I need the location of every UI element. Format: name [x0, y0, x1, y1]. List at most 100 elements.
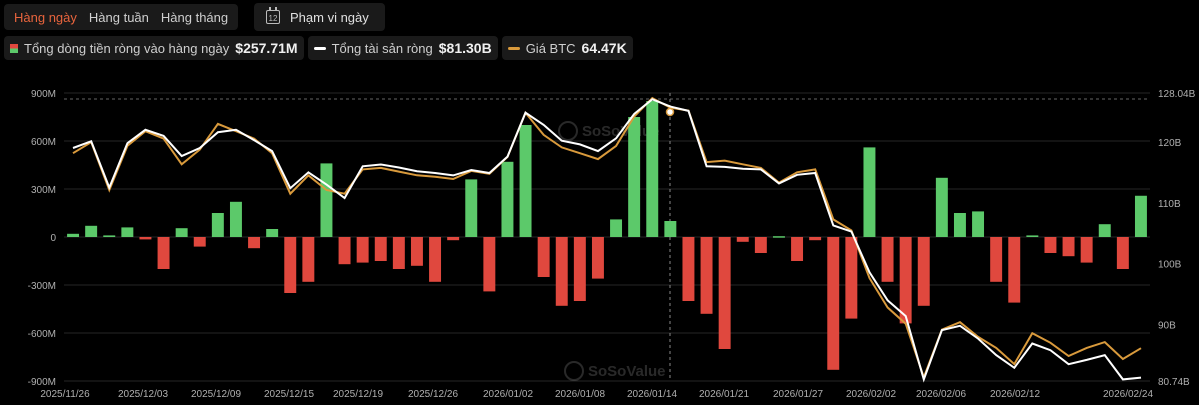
- x-tick-label: 2025/12/09: [191, 389, 241, 400]
- flow-bar: [1134, 195, 1147, 237]
- flow-bar: [736, 237, 749, 242]
- flow-bar: [537, 237, 550, 277]
- flow-bar: [664, 221, 677, 237]
- calendar-icon: 12: [266, 7, 280, 24]
- flow-bar: [953, 213, 966, 237]
- x-tick-label: 2026/02/06: [916, 389, 966, 400]
- y-left-tick-label: -600M: [28, 329, 56, 340]
- flow-bar: [211, 213, 224, 237]
- bar-swatch-icon: [10, 43, 18, 53]
- x-tick-label: 2026/01/02: [483, 389, 533, 400]
- y-right-tick-label: 110B: [1158, 199, 1181, 210]
- x-tick-label: 2026/01/08: [555, 389, 605, 400]
- x-tick-label: 2026/01/14: [627, 389, 677, 400]
- axes: 900M 600M 300M 0 -300M -600M -900M 128.04B 120B 1…: [28, 89, 1196, 400]
- watermark: SoSoValue: [558, 121, 660, 141]
- flow-bar: [229, 201, 242, 237]
- flow-bar: [103, 235, 116, 237]
- y-left-tick-label: 0: [50, 233, 56, 244]
- flow-bar: [193, 237, 206, 247]
- flow-bar: [248, 237, 261, 249]
- logo-icon: [564, 361, 584, 381]
- flow-bar: [157, 237, 170, 269]
- date-range-label: Phạm vi ngày: [290, 9, 369, 25]
- flow-bar: [682, 237, 695, 301]
- flow-bar: [972, 211, 985, 237]
- flow-bar: [465, 179, 478, 237]
- flow-bar: [374, 237, 387, 261]
- flow-bar: [863, 147, 876, 237]
- flow-bar: [483, 237, 496, 292]
- flow-bar: [1098, 224, 1111, 237]
- y-right-tick-label: 100B: [1158, 260, 1182, 271]
- y-right-tick-label: 120B: [1158, 138, 1182, 149]
- flow-bar: [1080, 237, 1093, 263]
- flow-bar: [175, 228, 188, 237]
- flow-bar: [573, 237, 586, 301]
- x-tick-label: 2025/12/19: [333, 389, 383, 400]
- flow-bar: [555, 237, 568, 306]
- flow-bar: [700, 237, 713, 314]
- flow-bar: [990, 237, 1003, 282]
- hover-marker: [665, 107, 675, 117]
- y-right-tick-label: 90B: [1158, 321, 1176, 332]
- y-right-tick-label: 80.74B: [1158, 377, 1190, 388]
- tab-weekly[interactable]: Hàng tuần: [88, 9, 149, 25]
- flow-bar: [338, 237, 351, 265]
- flow-bar: [845, 237, 858, 319]
- net-assets-line: [72, 98, 1142, 383]
- flow-bar: [139, 237, 152, 240]
- flow-bar: [917, 237, 930, 306]
- lines: [72, 96, 1142, 383]
- flow-bar: [356, 237, 369, 263]
- flow-bar: [591, 237, 604, 279]
- legend-value: $81.30B: [438, 40, 492, 56]
- legend-btc-price[interactable]: Giá BTC 64.47K: [501, 36, 633, 60]
- flow-bar: [519, 125, 532, 237]
- flow-bar: [899, 237, 912, 324]
- flow-bar: [429, 237, 442, 282]
- line-swatch-icon: [507, 46, 520, 50]
- flow-bar: [1116, 237, 1129, 269]
- flow-bar: [881, 237, 894, 282]
- x-tick-label: 2026/02/24: [1103, 389, 1153, 400]
- x-tick-label: 2026/01/27: [773, 389, 823, 400]
- y-right-tick-label: 128.04B: [1158, 89, 1196, 100]
- grid: [64, 92, 1150, 382]
- watermark: SoSoValue: [564, 361, 666, 381]
- x-tick-label: 2026/01/21: [699, 389, 749, 400]
- flow-bar: [410, 237, 423, 266]
- tab-monthly[interactable]: Hàng tháng: [160, 9, 229, 25]
- flow-bar: [809, 237, 822, 241]
- flow-bar: [284, 237, 297, 293]
- flow-bar: [85, 225, 98, 237]
- chart-legend: Tổng dòng tiền ròng vào hàng ngày $257.7…: [4, 36, 633, 60]
- bars: [67, 101, 1147, 370]
- legend-value: $257.71M: [235, 40, 298, 56]
- x-tick-label: 2025/12/26: [408, 389, 458, 400]
- y-left-tick-label: 900M: [31, 89, 56, 100]
- flow-bar: [610, 219, 623, 237]
- legend-total-net-assets[interactable]: Tổng tài sản ròng $81.30B: [307, 36, 498, 60]
- x-tick-label: 2026/02/12: [990, 389, 1040, 400]
- x-tick-label: 2025/12/03: [118, 389, 168, 400]
- date-range-button[interactable]: 12 Phạm vi ngày: [254, 3, 385, 31]
- tab-daily[interactable]: Hàng ngày: [14, 9, 77, 25]
- flow-bar: [772, 236, 785, 238]
- flow-bar: [501, 161, 514, 237]
- line-swatch-icon: [313, 46, 326, 50]
- flow-bar: [1044, 237, 1057, 253]
- flow-bar: [266, 229, 279, 237]
- x-tick-label: 2026/02/02: [846, 389, 896, 400]
- flow-bar: [718, 237, 731, 349]
- legend-daily-net-inflow[interactable]: Tổng dòng tiền ròng vào hàng ngày $257.7…: [4, 36, 304, 60]
- legend-label: Tổng dòng tiền ròng vào hàng ngày: [24, 40, 230, 56]
- x-tick-label: 2025/11/26: [40, 389, 90, 400]
- flow-bar: [447, 237, 460, 241]
- period-tabs: Hàng ngày Hàng tuần Hàng tháng: [4, 4, 239, 30]
- flow-bar: [320, 163, 333, 237]
- flow-bar: [392, 237, 405, 269]
- flow-bar: [754, 237, 767, 253]
- logo-icon: [558, 121, 578, 141]
